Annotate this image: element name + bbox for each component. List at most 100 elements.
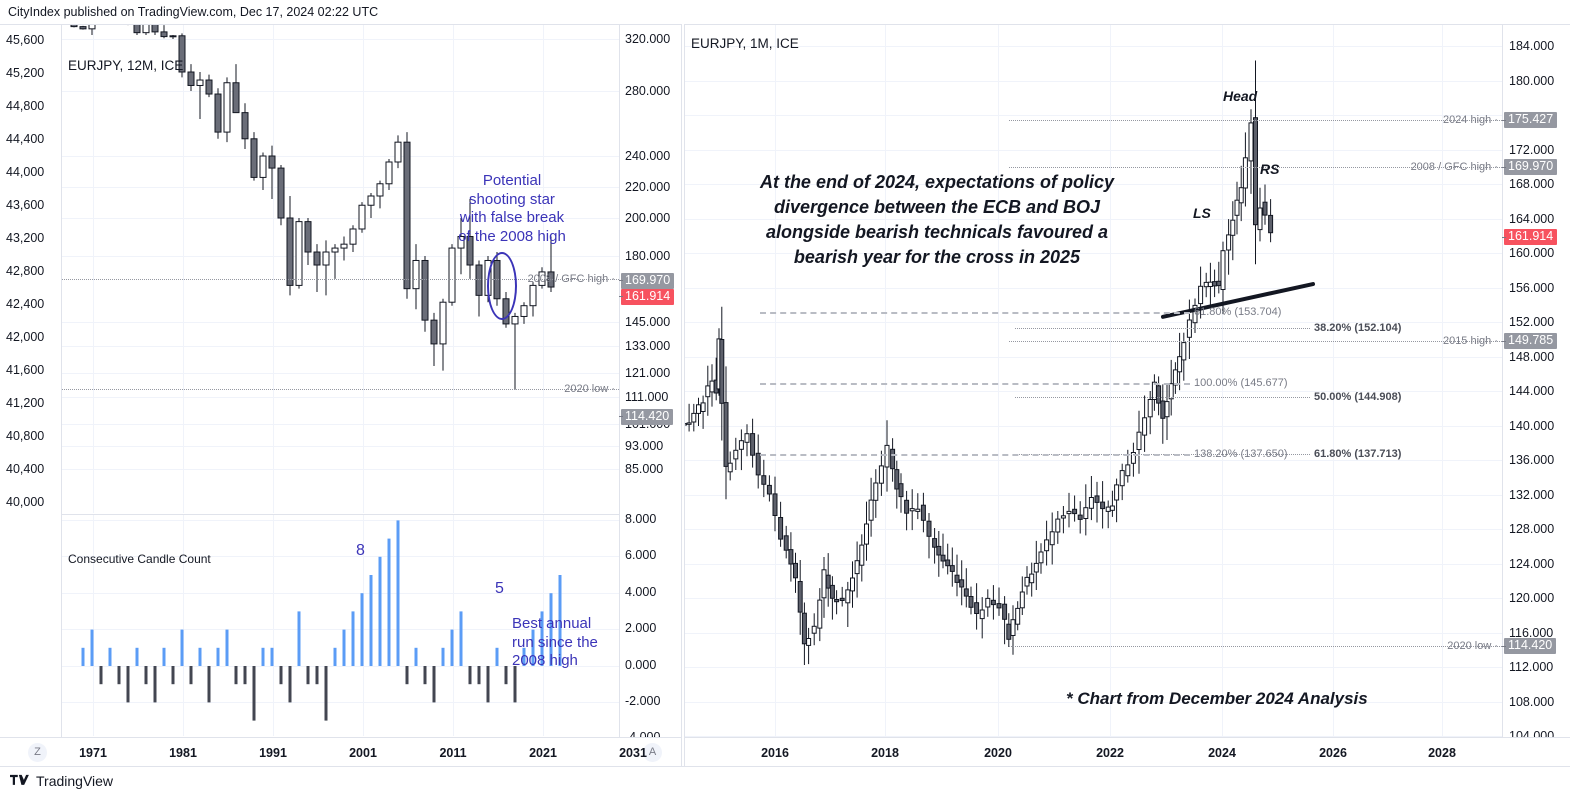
left-chart-histogram-legend[interactable]: Consecutive Candle Count [68, 552, 211, 566]
right-chart-price-plot[interactable]: 2024 high · 2008 / GFC high · 2015 high · 2… [685, 25, 1502, 737]
left-candle-series [70, 25, 555, 390]
time-axis-tick: 2024 [1208, 746, 1236, 760]
gridline [685, 184, 1502, 185]
left-axis-tick: 40,400 [6, 462, 45, 476]
price-axis-tick: 220.000 [625, 180, 671, 194]
left-axis-tick: 45,200 [6, 66, 45, 80]
axis-marker [1502, 341, 1506, 343]
gridline [62, 373, 619, 374]
left-chart-symbol-legend[interactable]: EURJPY, 12M, ICE [68, 58, 184, 73]
price-axis-tick: 172.000 [1509, 142, 1555, 157]
price-axis-tick: 140.000 [1509, 418, 1555, 433]
price-badge-114.420: 114.420 [621, 409, 674, 425]
gridline [62, 156, 619, 157]
price-axis-tick: 111.000 [625, 390, 669, 404]
price-axis-tick: 120.000 [1509, 591, 1555, 605]
left-chart-price-axis[interactable]: 320.000 280.000 240.000 220.000 200.000 180.0… [619, 25, 681, 744]
gridline [62, 446, 619, 447]
level-line-2024-high [1009, 119, 1502, 121]
fib-label-1: 38.20% (152.104) [1314, 322, 1402, 334]
fib-label-3: 50.00% (144.908) [1314, 391, 1402, 403]
left-chart-time-axis[interactable]: Z A 1971 1981 1991 2001 2011 2021 2031 [0, 737, 681, 767]
left-axis-tick: 44,000 [6, 165, 45, 179]
time-axis-tick: 2020 [984, 746, 1012, 760]
right-chart-time-axis[interactable]: 2016 2018 2020 2022 2024 2026 2028 [685, 737, 1570, 767]
left-axis-tick: 40,800 [6, 429, 45, 443]
price-badge-114.420: 114.420 [1504, 638, 1557, 655]
axis-marker [619, 296, 623, 297]
left-axis-tick: 45,600 [6, 33, 45, 47]
level-label-2008-gfc-high: 2008 / GFC high · [527, 273, 615, 285]
price-axis-tick: 160.000 [1509, 246, 1555, 260]
level-line-2008-gfc-high [1009, 167, 1502, 168]
left-chart-price-plot[interactable]: 2008 / GFC high · 2020 low · [62, 25, 619, 513]
gridline [62, 556, 619, 557]
price-badge-161.914: 161.914 [1504, 228, 1558, 245]
axis-marker [619, 280, 623, 281]
level-line-2020-low [62, 388, 619, 390]
shooting-star-highlight-ellipse [487, 252, 517, 320]
gridline [775, 25, 776, 737]
gridline [183, 25, 184, 513]
right-chart-footnote: * Chart from December 2024 Analysis [1066, 689, 1368, 708]
time-axis-tick: 2031 [619, 746, 647, 760]
time-axis-tick: 1981 [169, 746, 197, 760]
gridline [685, 80, 1502, 82]
price-axis-tick: 133.000 [625, 339, 671, 353]
level-label-2015-high: 2015 high · [1442, 335, 1498, 348]
left-chart-annotation-shooting-star: Potential shooting star with false break… [458, 172, 566, 245]
axis-marker [1502, 167, 1506, 168]
right-chart-symbol-legend[interactable]: EURJPY, 1M, ICE [691, 36, 799, 51]
timezone-button[interactable]: Z [28, 743, 47, 762]
price-axis-tick: 200.000 [625, 211, 671, 225]
level-line-2015-high [1009, 341, 1502, 343]
tradingview-logo-icon [10, 774, 29, 785]
footer-bar: TradingView [0, 766, 1570, 796]
left-chart-secondary-axis[interactable]: 45,600 45,200 44,800 44,400 44,000 43,600 43,2… [0, 25, 62, 737]
level-line-2008-gfc-high [62, 279, 619, 280]
price-axis-tick: 180.000 [1509, 73, 1555, 88]
level-line-2020-low [1009, 646, 1502, 648]
gridline [62, 593, 619, 594]
gridline [885, 25, 886, 737]
price-axis-tick: 280.000 [625, 84, 671, 98]
gridline [685, 46, 1502, 47]
histogram-axis-tick: 6.000 [625, 548, 657, 562]
level-label-2020-low: 2020 low · [564, 382, 615, 395]
gridline [183, 515, 184, 736]
gridline [93, 25, 94, 513]
price-axis-tick: 85.000 [625, 462, 664, 476]
gridline [685, 598, 1502, 599]
gridline [62, 666, 619, 667]
price-badge-169.970: 169.970 [621, 273, 675, 289]
gridline [363, 25, 364, 513]
histogram-axis-tick: 2.000 [625, 621, 657, 635]
fib-label-2: 100.00% (145.677) [1194, 377, 1288, 389]
price-axis-tick: 124.000 [1509, 556, 1555, 571]
axis-lock-button[interactable]: A [643, 743, 662, 762]
gridline [685, 425, 1502, 427]
price-axis-tick: 116.000 [1509, 625, 1554, 640]
gridline [62, 39, 619, 40]
gridline [62, 629, 619, 630]
gridline [273, 25, 274, 513]
left-axis-tick: 40,000 [6, 495, 45, 509]
level-label-2008-gfc-high: 2008 / GFC high · [1410, 161, 1498, 173]
level-label-2024-high: 2024 high · [1442, 113, 1498, 126]
right-candle-series [685, 60, 1315, 665]
gridline [273, 515, 274, 736]
gridline [62, 346, 619, 347]
left-chart-histogram-plot[interactable] [62, 514, 619, 736]
price-axis-tick: 112.000 [1509, 660, 1554, 674]
price-axis-tick: 145.000 [625, 315, 671, 329]
time-axis-tick: 2026 [1319, 746, 1347, 760]
left-chart-pane[interactable]: 45,600 45,200 44,800 44,400 44,000 43,600 43,2… [0, 24, 682, 767]
price-badge-175.427: 175.427 [1504, 111, 1558, 128]
right-chart-pane[interactable]: 2024 high · 2008 / GFC high · 2015 high · 2… [684, 24, 1570, 767]
consecutive-candle-count-series [81, 520, 562, 721]
gridline [685, 218, 1502, 220]
tradingview-logo[interactable]: TradingView [10, 773, 113, 789]
gridline [685, 529, 1502, 530]
right-chart-price-axis[interactable]: 184.000 180.000 172.000 168.000 164.000 160.0… [1502, 25, 1570, 743]
gridline [1222, 25, 1223, 737]
